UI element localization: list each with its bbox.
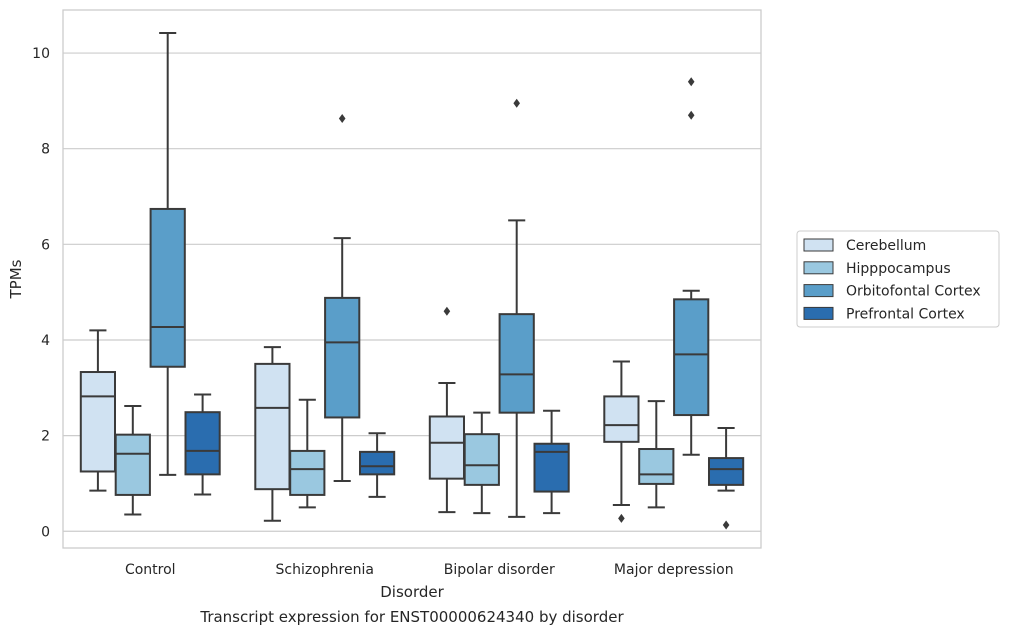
box-body [638,448,675,485]
plot-frame [62,9,762,549]
box-hipppocampus [638,400,675,509]
legend-item: Prefrontal Cortex [803,306,965,322]
outlier-point [618,513,625,523]
box-body [603,395,640,443]
legend-swatch [803,238,834,252]
x-axis-title: Disorder [380,583,444,601]
box-body [184,411,221,476]
box-body [254,362,291,491]
y-axis-title: TPMs [7,259,25,299]
boxes-layer [79,31,745,530]
legend-swatch [803,284,834,298]
box-hipppocampus [463,411,500,515]
outlier-point [443,306,451,316]
box-body [707,457,745,486]
y-tick-label: 4 [41,333,50,349]
legend-item: Hipppocampus [803,261,951,277]
legend-label: Cerebellum [846,238,926,254]
outlier-point [687,77,695,87]
box-body [324,296,361,419]
box-orbitofontal-cortex [498,98,535,518]
box-cerebellum [603,360,640,523]
x-tick-label: Major depression [614,562,734,578]
legend-label: Prefrontal Cortex [846,306,965,322]
box-orbitofontal-cortex [149,31,186,476]
box-prefrontal-cortex [358,432,396,498]
outlier-point [687,110,695,120]
x-tick-label: Bipolar disorder [444,562,555,578]
outlier-point [338,114,346,124]
legend-label: Orbitofontal Cortex [846,284,981,300]
box-body [498,313,535,414]
y-tick-label: 10 [32,46,50,62]
box-body [673,298,710,417]
box-body [114,433,151,496]
box-prefrontal-cortex [533,409,570,515]
box-body [289,449,326,496]
x-tick-labels: Control Schizophrenia Bipolar disorder Majo… [125,562,734,578]
box-body [79,371,117,473]
box-orbitofontal-cortex [673,77,710,456]
box-cerebellum [79,329,117,492]
legend-item: Orbitofontal Cortex [803,284,981,300]
box-body [149,207,186,368]
box-body [358,450,396,476]
box-body [463,433,500,486]
y-tick-label: 2 [41,429,50,445]
legend-item: Cerebellum [803,238,926,254]
chart-title: Transcript expression for ENST0000062434… [199,608,624,626]
y-tick-label: 8 [41,142,50,158]
x-tick-label: Schizophrenia [276,562,374,578]
y-tick-labels: 0 2 4 6 8 10 [32,46,50,540]
legend-frame [796,230,1000,328]
outlier-point [722,520,730,530]
box-cerebellum [428,306,466,514]
outlier-point [513,98,520,108]
box-hipppocampus [289,398,326,509]
y-tick-label: 6 [41,237,50,253]
legend-swatch [803,306,834,320]
box-prefrontal-cortex [184,393,221,496]
box-hipppocampus [114,404,151,516]
y-tick-label: 0 [41,524,50,540]
x-tick-label: Control [125,562,176,578]
box-orbitofontal-cortex [324,114,361,483]
box-prefrontal-cortex [707,426,745,530]
legend-swatch [803,261,834,275]
legend: Cerebellum Hipppocampus Orbitofontal Corte… [796,230,1000,328]
legend-label: Hipppocampus [846,261,951,277]
box-cerebellum [254,346,291,522]
box-body [428,415,466,480]
